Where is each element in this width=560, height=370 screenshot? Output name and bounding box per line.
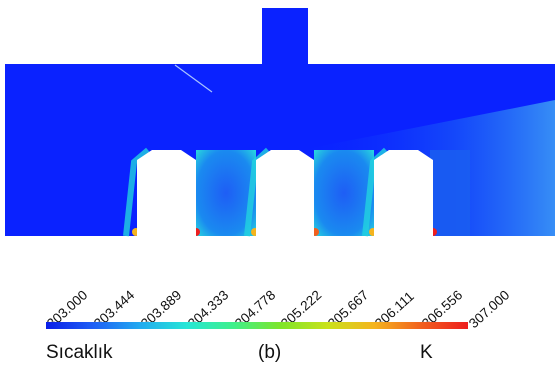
obstacle-1 [137, 150, 196, 236]
boundary-layer-3 [362, 147, 389, 237]
line-artifact [174, 64, 213, 93]
colorbar-tick-label: 307.000 [466, 287, 513, 332]
temperature-colorbar [46, 322, 468, 329]
obstacle-3 [374, 150, 433, 236]
quantity-label: Sıcaklık [46, 342, 113, 363]
panel-label: (b) [258, 342, 282, 363]
boundary-layer-1 [123, 147, 150, 237]
boundary-layer-2 [244, 147, 271, 237]
unit-label: K [420, 342, 433, 363]
gap-region-3 [430, 150, 470, 236]
obstacle-2 [256, 150, 314, 236]
temperature-contour-plot [5, 8, 555, 237]
